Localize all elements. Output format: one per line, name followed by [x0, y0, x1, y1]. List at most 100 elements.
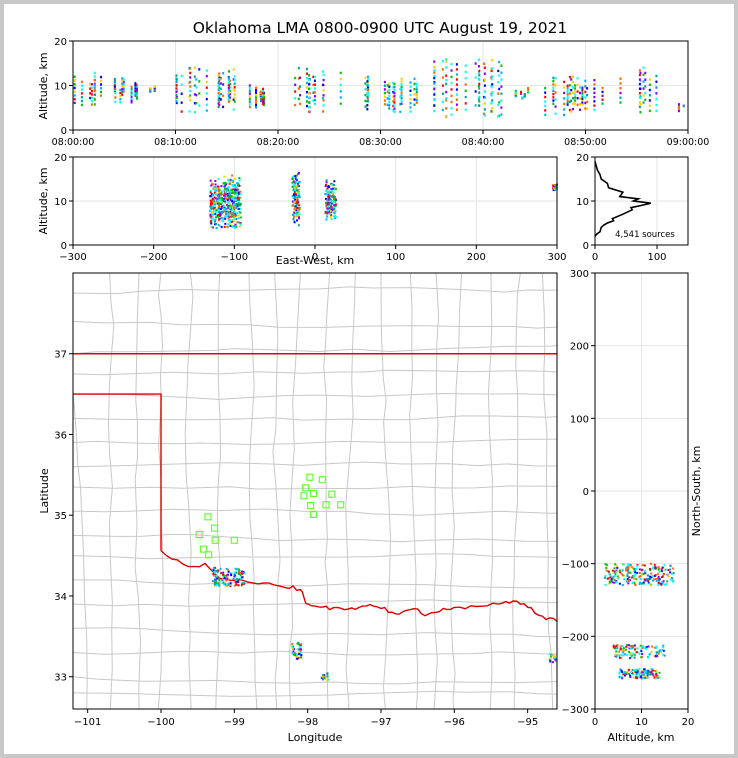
time-source-point [232, 108, 235, 111]
ew-source-point [222, 200, 225, 203]
time-source-point [366, 92, 369, 95]
ew-source-point [328, 202, 331, 205]
ew-panel-xlabel: East-West, km [276, 254, 354, 267]
time-source-point [642, 73, 645, 76]
map-source-point [234, 575, 237, 578]
ew-source-point [233, 197, 236, 200]
time-source-point [445, 90, 448, 94]
ew-source-point [233, 184, 236, 187]
ew-source-point [211, 202, 214, 205]
time-source-point [586, 87, 589, 90]
ns-source-point [656, 655, 659, 658]
time-source-point [433, 69, 436, 72]
time-source-point [153, 85, 156, 89]
time-source-point [563, 91, 566, 95]
ew-source-point [231, 189, 234, 192]
time-source-point [227, 77, 230, 80]
ns-source-point [636, 563, 639, 566]
ns-source-point [619, 656, 622, 659]
time-source-point [218, 82, 221, 86]
ew-source-point [227, 205, 230, 208]
ns-source-point [651, 672, 654, 675]
time-source-point [93, 83, 96, 87]
time-source-point [305, 104, 308, 108]
lma-station-marker [205, 551, 213, 559]
time-source-point [386, 103, 389, 107]
ew-source-point [328, 192, 331, 195]
ew-source-point [218, 185, 221, 188]
ew-source-point [225, 208, 228, 211]
ew-source-point [291, 204, 294, 207]
time-source-point [544, 100, 547, 103]
time-source-point [642, 66, 645, 69]
ns-source-point [655, 675, 658, 678]
ew-source-point [237, 216, 240, 219]
ew-source-point [298, 216, 301, 219]
map-source-point [230, 572, 233, 575]
time-source-point [294, 97, 297, 100]
time-source-point [497, 115, 500, 118]
ew-source-point [295, 179, 298, 182]
ew-source-point [294, 182, 297, 185]
ns-source-point [627, 651, 630, 654]
county-line [107, 273, 115, 709]
ew-source-point [224, 222, 227, 225]
time-source-point [455, 68, 458, 71]
ns-source-point [614, 647, 617, 650]
ns-source-point [648, 578, 651, 581]
time-source-point [593, 83, 596, 86]
ew-source-point [214, 187, 217, 190]
ns-source-point [615, 655, 618, 658]
ew-source-point [233, 217, 236, 220]
ew-source-point [294, 177, 297, 180]
time-source-point [93, 89, 96, 93]
ns-source-point [646, 673, 649, 676]
time-source-point [366, 100, 369, 103]
lma-station-marker [337, 501, 345, 509]
ns-source-point [660, 570, 663, 573]
ew-source-point [236, 208, 239, 211]
ew-source-point [237, 208, 240, 211]
ew-source-point [235, 215, 238, 218]
time-source-point [227, 95, 230, 98]
ew-source-point [292, 196, 295, 199]
time-source-point [619, 87, 622, 90]
ew-source-point [232, 214, 235, 217]
ns-source-point [657, 652, 660, 655]
lat-tick-label: 36 [54, 430, 67, 441]
time-source-point [322, 83, 325, 87]
ew-source-point [218, 219, 221, 222]
county-line [248, 273, 258, 709]
ns-source-point [649, 562, 652, 565]
ew-source-point [238, 199, 241, 202]
time-source-point [677, 103, 680, 106]
ns-source-point [652, 579, 655, 582]
time-source-point [578, 86, 581, 89]
time-source-point [644, 91, 647, 95]
time-source-point [93, 75, 96, 78]
time-source-point [308, 74, 311, 77]
ew-panel-sources [209, 171, 558, 229]
time-source-point [135, 95, 138, 99]
time-source-point [483, 72, 486, 75]
ew-source-point [229, 214, 232, 217]
ew-source-point [330, 218, 333, 221]
ew-source-point [218, 200, 221, 203]
time-source-point [180, 92, 183, 95]
time-source-point [464, 70, 467, 74]
map-source-point [222, 572, 225, 575]
ew-source-point [210, 215, 213, 218]
time-source-point [313, 95, 316, 98]
ew-source-point [209, 205, 212, 208]
time-source-point [544, 95, 547, 99]
time-source-point [188, 95, 191, 99]
ns-source-point [667, 569, 670, 572]
time-source-point [175, 74, 178, 77]
ns-source-point [643, 670, 646, 673]
time-source-point [554, 105, 557, 108]
ns-source-point [631, 646, 634, 649]
ns-source-point [622, 654, 625, 657]
time-source-point [218, 100, 221, 103]
time-source-point [255, 89, 258, 92]
time-source-point [134, 88, 137, 91]
